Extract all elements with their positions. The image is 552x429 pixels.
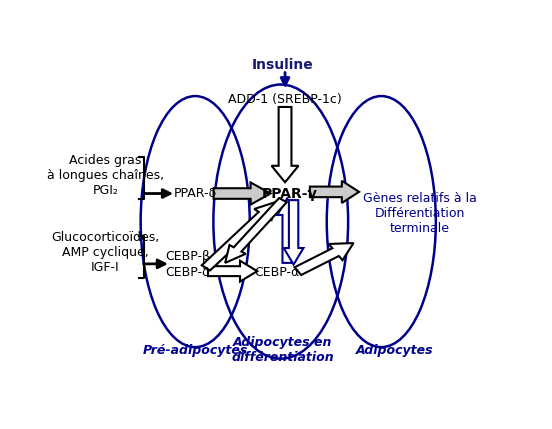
Text: PPAR-δ: PPAR-δ [174, 187, 217, 200]
Text: Glucocorticoïdes,
AMP cyclique,
IGF-I: Glucocorticoïdes, AMP cyclique, IGF-I [51, 232, 160, 275]
Text: CEBP-β: CEBP-β [166, 250, 210, 263]
FancyArrow shape [310, 181, 359, 203]
FancyArrow shape [295, 243, 353, 275]
FancyArrow shape [272, 107, 299, 182]
Text: ADD-1 (SREBP-1c): ADD-1 (SREBP-1c) [228, 93, 342, 106]
Text: Pré-adipocytes: Pré-adipocytes [142, 344, 248, 357]
FancyArrow shape [225, 198, 286, 263]
Text: Adipocytes en
différentiation: Adipocytes en différentiation [232, 336, 334, 364]
Text: Adipocytes: Adipocytes [355, 344, 433, 357]
Text: Acides gras
à longues chaînes,
PGI₂: Acides gras à longues chaînes, PGI₂ [47, 154, 164, 197]
FancyArrow shape [214, 182, 270, 205]
Text: PPAR-γ: PPAR-γ [262, 187, 317, 200]
FancyArrow shape [277, 199, 297, 263]
FancyArrow shape [202, 202, 277, 270]
Text: CEBP-α: CEBP-α [254, 266, 299, 279]
Text: Insuline: Insuline [252, 57, 314, 72]
FancyArrow shape [208, 261, 257, 281]
Text: Gènes relatifs à la
Différentiation
terminale: Gènes relatifs à la Différentiation term… [363, 192, 477, 235]
Text: CEBP-δ: CEBP-δ [166, 266, 210, 279]
FancyArrow shape [284, 200, 304, 265]
